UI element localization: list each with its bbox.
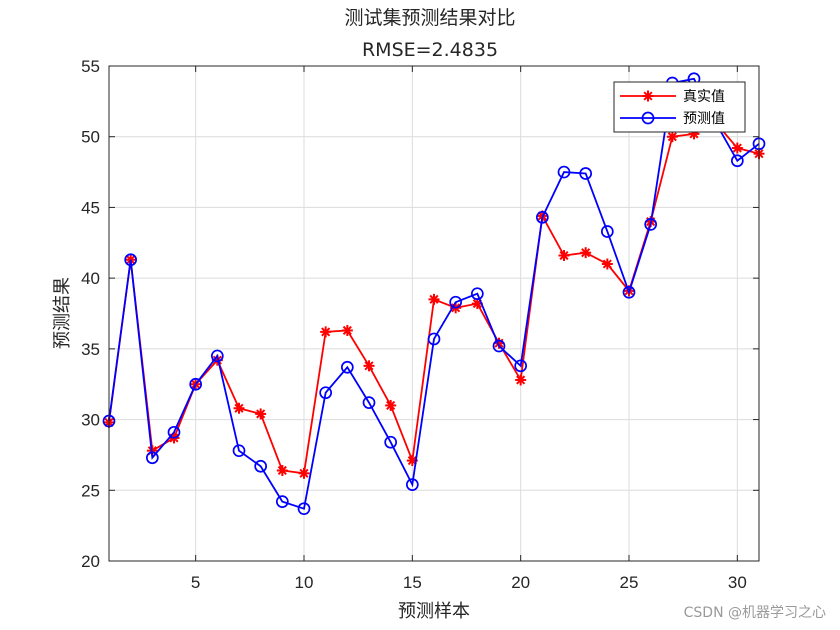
data-point — [428, 293, 440, 305]
data-point — [276, 464, 288, 476]
marker-stroke — [342, 325, 352, 336]
data-point — [275, 495, 289, 508]
series-actual — [103, 117, 765, 479]
x-tick-label: 10 — [295, 573, 314, 592]
marker-stroke — [667, 132, 677, 142]
marker-stroke — [234, 403, 244, 413]
data-point — [232, 444, 246, 458]
x-tick-label: 15 — [403, 573, 422, 592]
legend-entry: 真实值 — [620, 89, 725, 105]
data-point — [320, 326, 332, 338]
y-axis-ticks: 20 25 30 35 40 45 50 55 — [81, 57, 759, 571]
data-point — [557, 165, 571, 179]
data-point — [470, 287, 484, 301]
data-point — [145, 451, 159, 465]
x-tick-label: 5 — [191, 573, 200, 592]
data-point — [340, 360, 354, 374]
data-point — [535, 210, 549, 224]
y-tick-label: 20 — [81, 552, 100, 571]
data-point — [362, 396, 376, 409]
data-point — [514, 359, 528, 373]
series-line — [108, 77, 760, 510]
watermark: CSDN @机器学习之心 — [683, 605, 826, 621]
x-tick-label: 30 — [728, 573, 747, 592]
series-predicted — [102, 72, 766, 516]
data-point — [210, 349, 224, 363]
data-point — [622, 285, 636, 299]
y-tick-label: 30 — [81, 411, 100, 430]
data-point — [167, 425, 181, 439]
data-point — [341, 324, 353, 336]
marker-stroke — [364, 361, 374, 371]
data-point — [233, 402, 245, 414]
marker-stroke — [581, 248, 591, 258]
data-point — [644, 218, 658, 231]
data-point — [319, 386, 333, 400]
legend-box — [613, 81, 746, 133]
grid — [109, 65, 759, 562]
legend-marker — [641, 111, 655, 125]
x-axis-ticks: 5 10 15 20 25 30 — [191, 66, 747, 592]
data-point — [600, 225, 614, 238]
y-tick-label: 35 — [81, 340, 100, 359]
x-axis-label: 预测样本 — [398, 601, 470, 622]
marker-stroke — [277, 465, 287, 476]
legend-label: 预测值 — [683, 111, 725, 127]
y-tick-label: 45 — [81, 198, 100, 217]
marker-stroke — [643, 91, 653, 101]
data-point — [579, 167, 593, 180]
data-point — [124, 253, 138, 267]
data-point — [492, 339, 506, 353]
data-point — [449, 295, 463, 309]
marker-stroke — [429, 294, 439, 304]
data-point — [254, 459, 268, 473]
x-tick-label: 25 — [620, 573, 639, 592]
marker-stroke — [602, 259, 612, 269]
chart-subtitle: RMSE=2.4835 — [362, 39, 498, 61]
data-point — [363, 360, 375, 372]
y-tick-label: 50 — [81, 128, 100, 147]
marker-stroke — [516, 375, 526, 385]
data-point — [384, 435, 398, 449]
plot-frame — [108, 65, 760, 562]
marker-stroke — [212, 355, 222, 365]
marker-stroke — [559, 250, 569, 261]
data-point — [385, 399, 397, 411]
data-point — [515, 374, 527, 386]
legend-marker — [642, 90, 654, 102]
y-axis-label: 预测结果 — [52, 277, 73, 349]
data-point — [601, 258, 613, 270]
legend-entry: 预测值 — [620, 111, 725, 127]
marker-stroke — [732, 143, 742, 153]
chart-title: 测试集预测结果对比 — [344, 7, 515, 29]
y-tick-label: 25 — [81, 481, 100, 500]
x-tick-label: 20 — [511, 573, 530, 592]
data-point — [189, 377, 203, 391]
y-tick-label: 55 — [81, 57, 100, 76]
data-point — [731, 142, 743, 154]
data-point — [427, 332, 441, 346]
marker-stroke — [386, 400, 396, 410]
data-point — [730, 154, 744, 168]
data-point — [297, 502, 311, 516]
data-point — [405, 478, 419, 491]
y-tick-label: 40 — [81, 269, 100, 288]
data-point — [580, 247, 592, 259]
marker-stroke — [299, 468, 309, 478]
data-point — [666, 131, 678, 143]
data-point — [558, 250, 570, 262]
legend-label: 真实值 — [683, 89, 725, 105]
series-layer — [102, 72, 766, 516]
data-point — [298, 467, 310, 479]
marker-stroke — [407, 456, 417, 466]
data-point — [255, 408, 267, 420]
marker-stroke — [256, 409, 266, 419]
marker-stroke — [321, 327, 331, 337]
